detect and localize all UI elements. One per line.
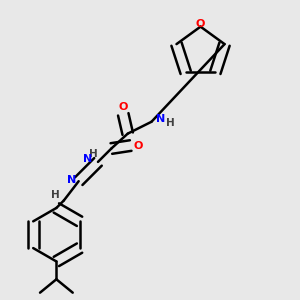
Text: N: N <box>83 154 92 164</box>
Text: N: N <box>67 175 76 185</box>
Text: O: O <box>196 19 205 29</box>
Text: H: H <box>167 118 175 128</box>
Text: O: O <box>118 102 128 112</box>
Text: O: O <box>134 140 143 151</box>
Text: H: H <box>89 149 98 160</box>
Text: N: N <box>156 114 165 124</box>
Text: H: H <box>50 190 59 200</box>
